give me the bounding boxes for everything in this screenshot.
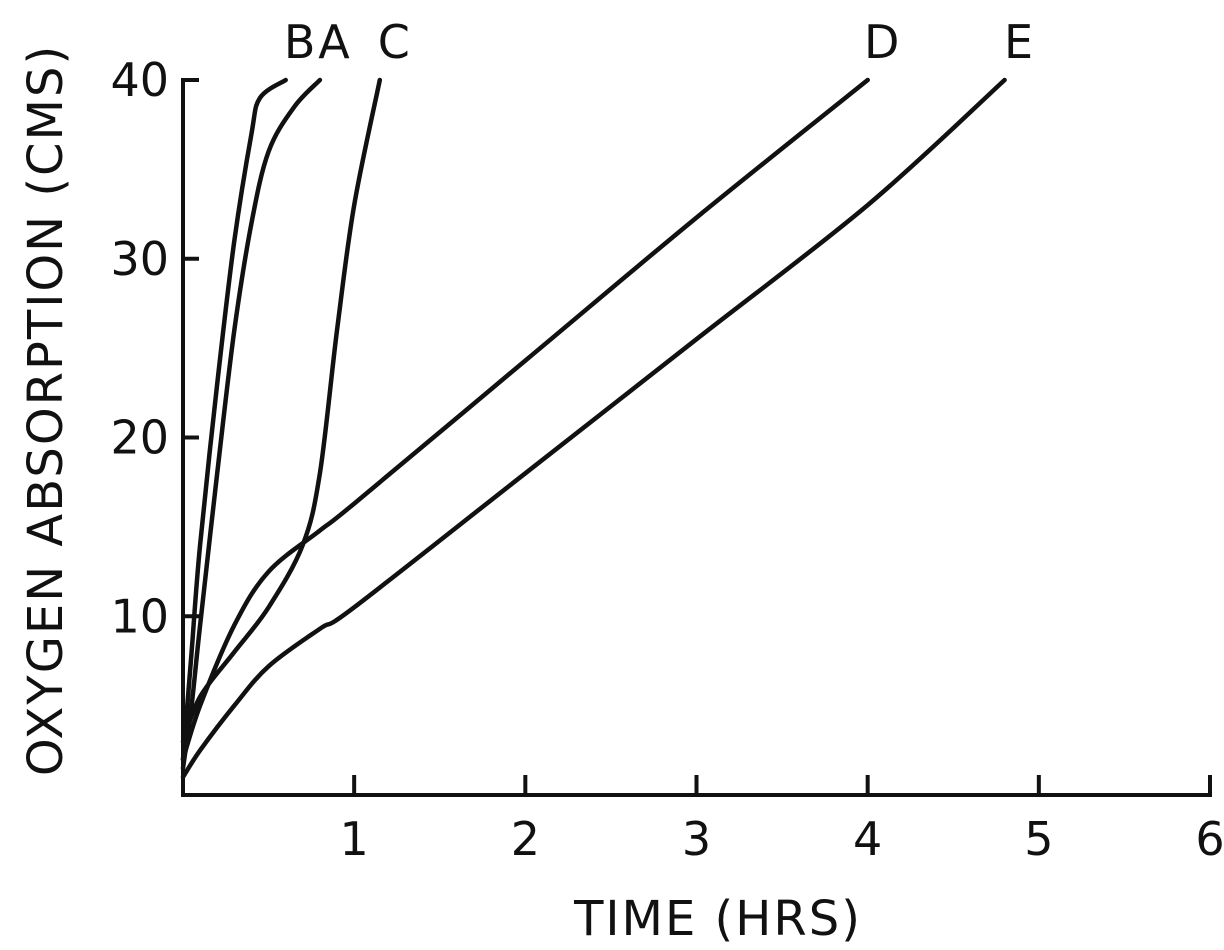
x-tick-label: 5 (1024, 812, 1053, 866)
y-tick-label: 40 (110, 53, 169, 107)
ticks: 1 2 3 4 5 6 10 20 30 40 (110, 53, 1224, 866)
series-line-a (180, 77, 323, 771)
x-tick-label: 3 (682, 812, 711, 866)
x-tick-label: 2 (511, 812, 540, 866)
series-label-a: A (318, 15, 350, 69)
x-tick-label: 4 (853, 812, 882, 866)
y-tick-label: 30 (110, 232, 169, 286)
y-tick-label: 10 (110, 589, 169, 643)
axes (181, 78, 1212, 797)
series-line-b (180, 77, 288, 762)
series-label-b: B (284, 15, 316, 69)
y-tick-label: 20 (110, 411, 169, 465)
series-line-d (180, 77, 870, 762)
y-axis-title: OXYGEN ABSORPTION (CMS) (18, 44, 74, 776)
series-label-e: E (1004, 15, 1033, 69)
x-tick-label: 6 (1195, 812, 1224, 866)
x-axis-title: TIME (HRS) (573, 891, 862, 947)
series-label-d: D (864, 15, 899, 69)
series-layer (180, 77, 1007, 780)
x-tick-label: 1 (340, 812, 369, 866)
series-line-c (180, 77, 383, 744)
series-label-c: C (378, 15, 410, 69)
series-line-e (180, 77, 1007, 780)
